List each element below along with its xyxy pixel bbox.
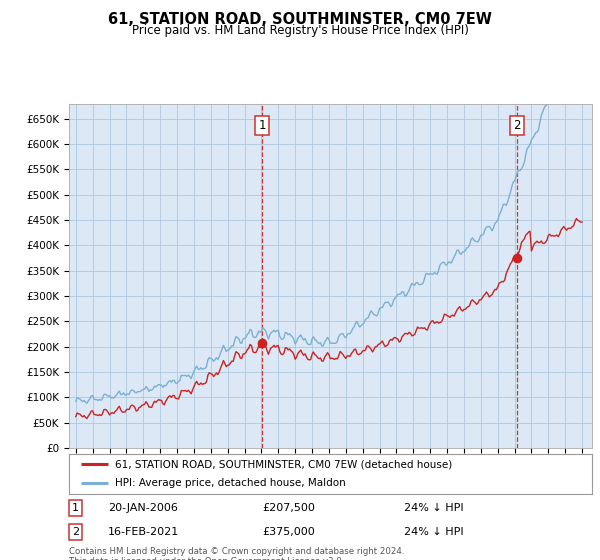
Text: 20-JAN-2006: 20-JAN-2006 xyxy=(108,503,178,514)
Text: 61, STATION ROAD, SOUTHMINSTER, CM0 7EW: 61, STATION ROAD, SOUTHMINSTER, CM0 7EW xyxy=(108,12,492,27)
Text: 2: 2 xyxy=(72,527,79,537)
Text: 24% ↓ HPI: 24% ↓ HPI xyxy=(404,527,463,537)
Text: £375,000: £375,000 xyxy=(263,527,316,537)
Text: 16-FEB-2021: 16-FEB-2021 xyxy=(108,527,179,537)
Text: 2: 2 xyxy=(513,119,520,132)
Text: £207,500: £207,500 xyxy=(263,503,316,514)
Text: 1: 1 xyxy=(72,503,79,514)
Text: HPI: Average price, detached house, Maldon: HPI: Average price, detached house, Mald… xyxy=(115,478,346,488)
Text: 1: 1 xyxy=(259,119,266,132)
Text: 61, STATION ROAD, SOUTHMINSTER, CM0 7EW (detached house): 61, STATION ROAD, SOUTHMINSTER, CM0 7EW … xyxy=(115,460,452,469)
Text: Price paid vs. HM Land Registry's House Price Index (HPI): Price paid vs. HM Land Registry's House … xyxy=(131,24,469,37)
Text: Contains HM Land Registry data © Crown copyright and database right 2024.
This d: Contains HM Land Registry data © Crown c… xyxy=(69,547,404,560)
Text: 24% ↓ HPI: 24% ↓ HPI xyxy=(404,503,463,514)
